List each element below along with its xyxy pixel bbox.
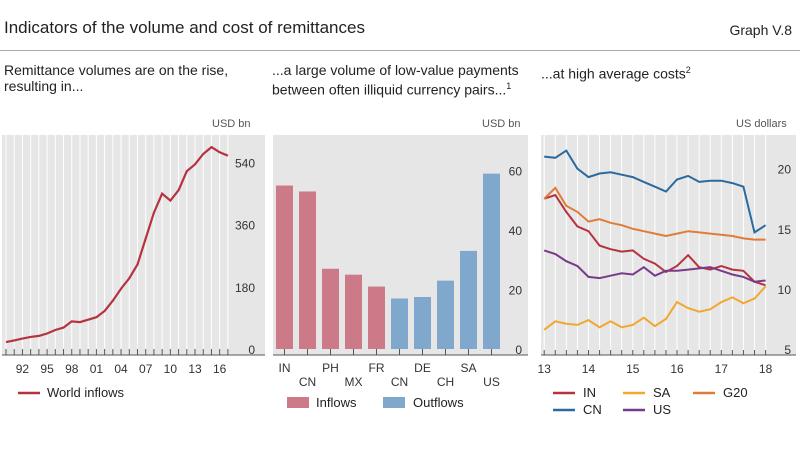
series-in-line (543, 193, 766, 287)
legend-sa-label: SA (653, 385, 671, 400)
legend-inflows-label: Inflows (316, 395, 357, 410)
panel1-x-tick-label: 92 (16, 362, 30, 376)
panel2-x-tick-label: CH (437, 375, 454, 389)
legend-world-inflows-label: World inflows (47, 385, 125, 400)
panel2-x-tick-label: CN (299, 375, 316, 389)
panel3-x-tick-label: 13 (538, 362, 552, 376)
panel1-x-tick-label: 07 (139, 362, 153, 376)
panel1-x-tick-label: 95 (40, 362, 54, 376)
legend-g20-label: G20 (723, 385, 748, 400)
panel2-x-tick-label: IN (279, 361, 291, 375)
legend-in-label: IN (583, 385, 596, 400)
panel3-y-tick-label: 20 (778, 163, 792, 177)
legend-cn-label: CN (583, 402, 602, 417)
title-divider (0, 50, 800, 51)
panel1-x-tick-label: 04 (114, 362, 128, 376)
panel1-unit: USD bn (212, 118, 251, 130)
panel2-unit: USD bn (482, 118, 521, 130)
bar-outflows-de (414, 296, 431, 349)
panel1-y-tick-label: 0 (248, 343, 255, 357)
panel2-y-tick-label: 0 (515, 343, 522, 357)
panel1-background (2, 135, 265, 355)
panel1-x-tick-label: 01 (90, 362, 104, 376)
legend-us-label: US (653, 402, 671, 417)
panel2-x-tick-label: PH (322, 361, 339, 375)
panel2-y-tick-label: 40 (509, 224, 523, 238)
world-inflows-line (5, 145, 229, 344)
bar-inflows-mx (345, 274, 362, 349)
panel3-unit: US dollars (736, 118, 787, 130)
bar-outflows-sa (460, 250, 477, 349)
panel2-subtitle-text: ...a large volume of low-value payments … (272, 62, 519, 98)
bar-outflows-cn (391, 298, 408, 349)
bar-inflows-ph (322, 268, 339, 349)
panel1-y-tick-label: 540 (235, 157, 255, 171)
legend-inflows-swatch (287, 397, 309, 408)
panel1-y-tick-label: 180 (235, 281, 255, 295)
bar-inflows-fr (368, 286, 385, 349)
panel2-y-tick-label: 20 (509, 284, 523, 298)
series-us-line (543, 249, 766, 283)
panel1-subtitle: Remittance volumes are on the rise, resu… (4, 62, 229, 94)
panel3-background (541, 135, 796, 355)
legend-outflows-swatch (383, 397, 405, 408)
legend-outflows-label: Outflows (413, 395, 464, 410)
panel3-footnote-mark: 2 (685, 65, 691, 75)
series-g20-line (543, 186, 766, 241)
panel1-x-tick-label: 16 (213, 362, 227, 376)
panel2-x-tick-label: DE (414, 361, 431, 375)
panel1-x-tick-label: 13 (188, 362, 202, 376)
panel3-subtitle-text: ...at high average costs (541, 65, 686, 82)
panel2-y-tick-label: 60 (509, 165, 523, 179)
panel1-x-tick-label: 98 (65, 362, 79, 376)
panel2-footnote-mark: 1 (506, 81, 512, 91)
panel3-x-tick-label: 14 (582, 362, 596, 376)
panel3-x-tick-label: 18 (759, 362, 773, 376)
panel3-x-tick-label: 15 (626, 362, 640, 376)
graph-reference: Graph V.8 (729, 22, 792, 38)
panel1-y-tick-label: 360 (235, 219, 255, 233)
panel2-x-tick-label: CN (391, 375, 408, 389)
panel3-y-tick-label: 10 (778, 283, 792, 297)
series-sa-line (543, 285, 767, 331)
panel1-x-tick-label: 10 (164, 362, 178, 376)
panel2-x-tick-label: SA (460, 361, 476, 375)
panel2-subtitle: ...a large volume of low-value payments … (272, 62, 534, 98)
panel3-y-tick-label: 15 (778, 223, 792, 237)
bar-inflows-cn (299, 191, 316, 349)
panel3-x-tick-label: 16 (670, 362, 684, 376)
bar-outflows-us (483, 173, 500, 349)
series-cn-line (544, 149, 767, 235)
page-title: Indicators of the volume and cost of rem… (4, 18, 365, 37)
panel3-subtitle: ...at high average costs2 (541, 62, 796, 82)
bar-outflows-ch (437, 280, 454, 349)
panel3-x-tick-label: 17 (715, 362, 729, 376)
panel2-x-tick-label: FR (369, 361, 385, 375)
panel3-y-tick-label: 5 (784, 343, 791, 357)
panel2-x-tick-label: US (483, 375, 500, 389)
panel2-x-tick-label: MX (345, 375, 363, 389)
bar-inflows-in (276, 185, 293, 349)
